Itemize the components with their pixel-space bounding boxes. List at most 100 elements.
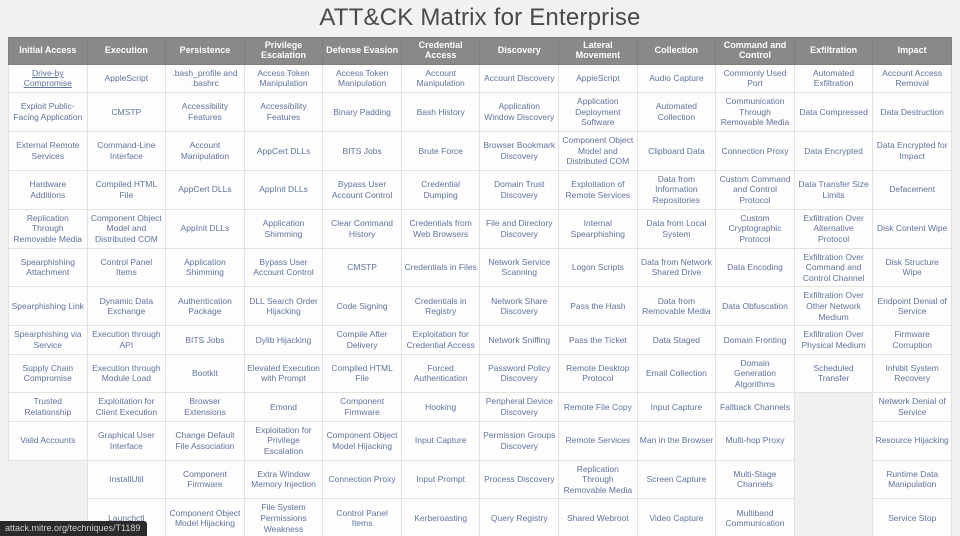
column-header-defense-evasion[interactable]: Defense Evasion	[322, 37, 402, 65]
technique-cell[interactable]: Resource Hijacking	[872, 420, 952, 461]
technique-cell[interactable]: Spearphishing Attachment	[8, 247, 88, 288]
technique-cell[interactable]: Audio Capture	[636, 63, 717, 94]
column-header-discovery[interactable]: Discovery	[479, 37, 560, 65]
technique-cell[interactable]: Video Capture	[636, 498, 717, 536]
technique-cell[interactable]: AppInit DLLs	[165, 208, 245, 249]
technique-cell[interactable]: Dylib Hijacking	[243, 325, 324, 355]
technique-cell[interactable]: AppleScript	[558, 63, 638, 94]
technique-cell[interactable]: Query Registry	[479, 498, 560, 536]
technique-cell[interactable]: Exfiltration Over Physical Medium	[793, 325, 874, 355]
column-header-exfiltration[interactable]: Exfiltration	[793, 37, 874, 65]
technique-cell[interactable]: Exploit Public-Facing Application	[8, 92, 88, 132]
technique-cell[interactable]: Automated Collection	[636, 92, 717, 132]
technique-cell[interactable]: Custom Command and Control Protocol	[715, 169, 795, 210]
technique-cell[interactable]: Bash History	[400, 92, 481, 132]
technique-cell[interactable]: .bash_profile and .bashrc	[165, 63, 245, 94]
technique-cell[interactable]: Exfiltration Over Command and Control Ch…	[793, 247, 874, 288]
technique-cell[interactable]: AppleScript	[86, 63, 167, 94]
technique-cell[interactable]: Email Collection	[636, 353, 717, 394]
technique-cell[interactable]: Clipboard Data	[636, 130, 717, 171]
technique-cell[interactable]: BITS Jobs	[165, 325, 245, 355]
technique-cell[interactable]: Component Object Model and Distributed C…	[86, 208, 167, 249]
column-header-impact[interactable]: Impact	[872, 37, 952, 65]
technique-cell[interactable]: Graphical User Interface	[86, 420, 167, 461]
column-header-credential-access[interactable]: Credential Access	[400, 37, 481, 65]
technique-cell[interactable]: Execution through Module Load	[86, 353, 167, 394]
technique-cell[interactable]: Domain Generation Algorithms	[715, 353, 795, 394]
technique-cell[interactable]: Exploitation for Privilege Escalation	[243, 420, 324, 461]
technique-cell[interactable]: Pass the Ticket	[558, 325, 638, 355]
technique-cell[interactable]: Credential Dumping	[400, 169, 481, 210]
technique-cell[interactable]: Elevated Execution with Prompt	[243, 353, 324, 394]
technique-cell[interactable]: Commonly Used Port	[715, 63, 795, 94]
technique-cell[interactable]: Communication Through Removable Media	[715, 92, 795, 132]
technique-cell[interactable]: Accessibility Features	[165, 92, 245, 132]
technique-cell[interactable]: Network Service Scanning	[479, 247, 560, 288]
technique-cell[interactable]: Process Discovery	[479, 459, 560, 500]
technique-cell[interactable]: Permission Groups Discovery	[479, 420, 560, 461]
technique-cell[interactable]: Peripheral Device Discovery	[479, 392, 560, 422]
technique-cell[interactable]: Account Manipulation	[400, 63, 481, 94]
column-header-persistence[interactable]: Persistence	[165, 37, 245, 65]
technique-cell[interactable]: Command-Line Interface	[86, 130, 167, 171]
technique-cell[interactable]: Kerberoasting	[400, 498, 481, 536]
technique-cell[interactable]: Data Encrypted for Impact	[872, 130, 952, 171]
technique-cell[interactable]: Account Access Removal	[872, 63, 952, 94]
technique-cell[interactable]: Application Shimming	[243, 208, 324, 249]
technique-cell[interactable]: Component Object Model Hijacking	[322, 420, 402, 461]
technique-cell[interactable]: Dynamic Data Exchange	[86, 286, 167, 327]
technique-cell[interactable]: Inhibit System Recovery	[872, 353, 952, 394]
column-header-lateral-movement[interactable]: Lateral Movement	[558, 37, 638, 65]
technique-cell[interactable]: Valid Accounts	[8, 420, 88, 461]
technique-cell[interactable]: Component Object Model Hijacking	[165, 498, 245, 536]
technique-cell[interactable]: Exploitation for Client Execution	[86, 392, 167, 422]
technique-cell[interactable]: Bypass User Account Control	[243, 247, 324, 288]
column-header-command-and-control[interactable]: Command and Control	[715, 37, 795, 65]
technique-cell[interactable]: Defacement	[872, 169, 952, 210]
technique-cell[interactable]: Emond	[243, 392, 324, 422]
technique-cell[interactable]: Data Encoding	[715, 247, 795, 288]
technique-cell[interactable]: Replication Through Removable Media	[8, 208, 88, 249]
technique-cell[interactable]: Change Default File Association	[165, 420, 245, 461]
technique-cell[interactable]: Input Capture	[636, 392, 717, 422]
technique-cell[interactable]: Browser Extensions	[165, 392, 245, 422]
column-header-initial-access[interactable]: Initial Access	[8, 37, 88, 65]
technique-cell[interactable]: Scheduled Transfer	[793, 353, 874, 394]
technique-cell[interactable]: Screen Capture	[636, 459, 717, 500]
technique-cell[interactable]: Network Denial of Service	[872, 392, 952, 422]
technique-cell[interactable]: Data from Network Shared Drive	[636, 247, 717, 288]
technique-cell[interactable]: Data from Local System	[636, 208, 717, 249]
technique-cell[interactable]: Data Transfer Size Limits	[793, 169, 874, 210]
technique-cell[interactable]: Disk Structure Wipe	[872, 247, 952, 288]
technique-cell[interactable]: Clear Command History	[322, 208, 402, 249]
technique-cell[interactable]: Account Discovery	[479, 63, 560, 94]
technique-cell[interactable]: CMSTP	[86, 92, 167, 132]
technique-cell[interactable]: Firmware Corruption	[872, 325, 952, 355]
technique-cell[interactable]: Launchctl	[86, 498, 167, 536]
technique-cell[interactable]: Disk Content Wipe	[872, 208, 952, 249]
technique-cell[interactable]: Authentication Package	[165, 286, 245, 327]
technique-cell[interactable]: Account Manipulation	[165, 130, 245, 171]
technique-cell[interactable]: Execution through API	[86, 325, 167, 355]
technique-cell[interactable]: Connection Proxy	[322, 459, 402, 500]
technique-cell[interactable]: Application Window Discovery	[479, 92, 560, 132]
technique-cell[interactable]: Brute Force	[400, 130, 481, 171]
technique-cell[interactable]: Component Object Model and Distributed C…	[558, 130, 638, 171]
technique-cell[interactable]: Input Capture	[400, 420, 481, 461]
technique-cell[interactable]: Domain Trust Discovery	[479, 169, 560, 210]
technique-cell[interactable]: Pass the Hash	[558, 286, 638, 327]
technique-cell[interactable]: Credentials in Files	[400, 247, 481, 288]
technique-cell[interactable]: Data Compressed	[793, 92, 874, 132]
technique-cell[interactable]: Service Stop	[872, 498, 952, 536]
technique-cell[interactable]: Exfiltration Over Alternative Protocol	[793, 208, 874, 249]
technique-cell[interactable]: Spearphishing via Service	[8, 325, 88, 355]
technique-cell[interactable]: Extra Window Memory Injection	[243, 459, 324, 500]
column-header-collection[interactable]: Collection	[636, 37, 717, 65]
technique-cell[interactable]: Replication Through Removable Media	[558, 459, 638, 500]
technique-cell[interactable]: Shared Webroot	[558, 498, 638, 536]
technique-cell[interactable]: Hooking	[400, 392, 481, 422]
technique-cell[interactable]: Compiled HTML File	[86, 169, 167, 210]
technique-cell[interactable]: Credentials in Registry	[400, 286, 481, 327]
technique-cell[interactable]: AppCert DLLs	[165, 169, 245, 210]
technique-cell[interactable]: Component Firmware	[165, 459, 245, 500]
